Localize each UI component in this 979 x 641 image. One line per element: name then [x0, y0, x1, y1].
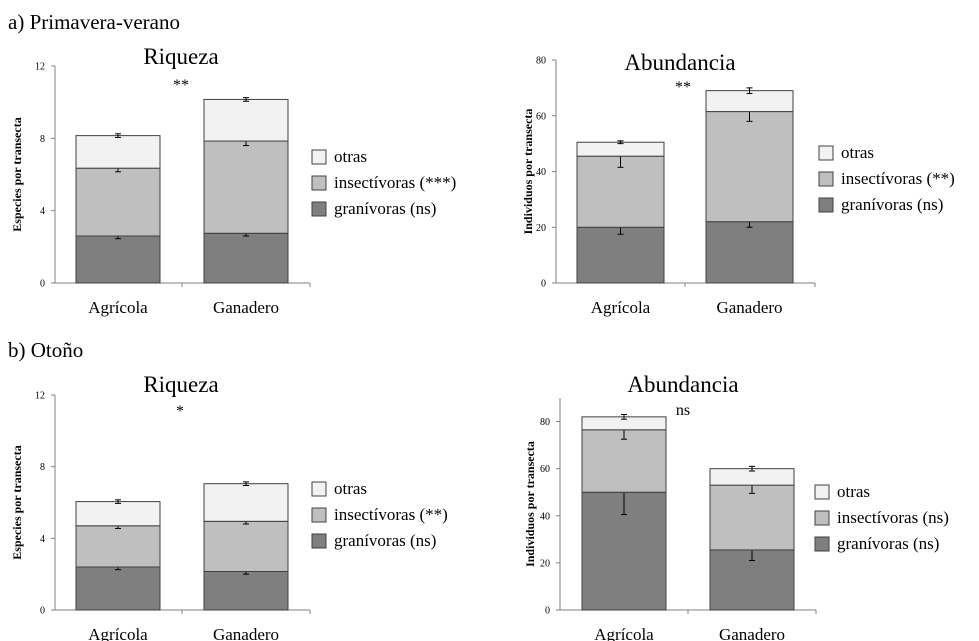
legend-label-granívoras: granívoras (ns) [837, 534, 939, 553]
legend-label-otras: otras [837, 482, 870, 501]
bar-segment-granívoras [203, 232, 289, 284]
legend-label-insectívoras: insectívoras (***) [334, 173, 456, 192]
y-tick-label: 8 [40, 462, 45, 473]
bar-segment-otras [203, 98, 289, 142]
legend-swatch-granívoras [818, 197, 834, 213]
y-tick-label: 12 [35, 62, 45, 73]
legend-swatch-otras [311, 149, 327, 165]
chart-4: Abundancia ns Individuos por transecta 0 20 4… [523, 372, 949, 641]
y-tick-label: 4 [40, 206, 45, 217]
bar-segment-insectívoras [581, 429, 667, 493]
legend-label-otras: otras [334, 479, 367, 498]
x-category-label: Agrícola [88, 298, 148, 317]
legend-swatch-otras [814, 484, 830, 500]
legend-swatch-insectívoras [311, 175, 327, 191]
bar-segment-granívoras [75, 566, 161, 611]
y-tick-label: 60 [540, 464, 550, 475]
significance-label: * [176, 403, 184, 420]
y-tick-label: 0 [541, 279, 546, 290]
legend-swatch-granívoras [311, 533, 327, 549]
y-tick-label: 4 [40, 534, 45, 545]
bar-segment-insectívoras [709, 484, 795, 551]
y-tick-label: 12 [35, 391, 45, 402]
bar-segment-insectívoras [203, 140, 289, 234]
y-axis-label: Especies por transecta [10, 117, 24, 231]
bar-segment-insectívoras [75, 525, 161, 568]
chart-title: Abundancia [624, 50, 735, 75]
y-tick-label: 80 [536, 56, 546, 67]
bar-segment-insectívoras [705, 111, 794, 223]
y-tick-label: 60 [536, 111, 546, 122]
chart-title: Riqueza [143, 372, 218, 397]
significance-label: ns [676, 402, 690, 419]
legend-label-granívoras: granívoras (ns) [334, 199, 436, 218]
significance-label: ** [675, 79, 691, 96]
chart-1: Riqueza ** Especies por transecta 0 4 8 12 Agrí… [10, 44, 456, 317]
section-label-b: b) Otoño [8, 338, 83, 362]
bar-segment-granívoras [203, 570, 289, 611]
y-tick-label: 40 [540, 511, 550, 522]
legend-label-granívoras: granívoras (ns) [841, 195, 943, 214]
legend-swatch-insectívoras [311, 507, 327, 523]
legend-swatch-otras [311, 481, 327, 497]
bar-segment-otras [75, 501, 161, 527]
legend-label-otras: otras [841, 143, 874, 162]
legend-swatch-granívoras [814, 536, 830, 552]
legend-label-granívoras: granívoras (ns) [334, 531, 436, 550]
bar-segment-otras [576, 141, 665, 157]
y-tick-label: 0 [40, 606, 45, 617]
bar-segment-otras [75, 135, 161, 169]
x-category-label: Agrícola [594, 625, 654, 641]
y-tick-label: 40 [536, 167, 546, 178]
x-category-label: Agrícola [88, 625, 148, 641]
bar-segment-granívoras [75, 235, 161, 284]
x-category-label: Ganadero [719, 625, 785, 641]
legend-label-otras: otras [334, 147, 367, 166]
chart-title: Abundancia [627, 372, 738, 397]
bar-segment-insectívoras [203, 520, 289, 572]
y-tick-label: 20 [540, 558, 550, 569]
x-category-label: Ganadero [716, 298, 782, 317]
y-axis-label: Individuos por transecta [521, 109, 535, 235]
legend-swatch-insectívoras [814, 510, 830, 526]
x-category-label: Ganadero [213, 298, 279, 317]
bar-segment-otras [203, 483, 289, 522]
bar-segment-granívoras [576, 226, 665, 284]
y-axis-label: Individuos por transecta [523, 441, 537, 567]
bar-segment-insectívoras [75, 167, 161, 237]
section-label-a: a) Primavera-verano [8, 10, 180, 34]
chart-title: Riqueza [143, 44, 218, 69]
y-tick-label: 20 [536, 223, 546, 234]
chart-2: Abundancia ** Individuos por transecta 0 20 4… [521, 50, 955, 317]
y-tick-label: 0 [545, 606, 550, 617]
legend-swatch-granívoras [311, 201, 327, 217]
y-tick-label: 0 [40, 279, 45, 290]
bar-segment-granívoras [705, 221, 794, 284]
legend-swatch-insectívoras [818, 171, 834, 187]
charts-group: Riqueza ** Especies por transecta 0 4 8 12 Agrí… [10, 44, 955, 641]
significance-label: ** [173, 77, 189, 94]
chart-3: Riqueza * Especies por transecta 0 4 8 12 Agríc… [10, 372, 448, 641]
legend-label-insectívoras: insectívoras (ns) [837, 508, 949, 527]
legend-swatch-otras [818, 145, 834, 161]
y-tick-label: 80 [540, 417, 550, 428]
x-category-label: Agrícola [591, 298, 651, 317]
legend-label-insectívoras: insectívoras (**) [841, 169, 955, 188]
x-category-label: Ganadero [213, 625, 279, 641]
bar-segment-insectívoras [576, 155, 665, 228]
y-axis-label: Especies por transecta [10, 445, 24, 559]
y-tick-label: 8 [40, 134, 45, 145]
legend-label-insectívoras: insectívoras (**) [334, 505, 448, 524]
